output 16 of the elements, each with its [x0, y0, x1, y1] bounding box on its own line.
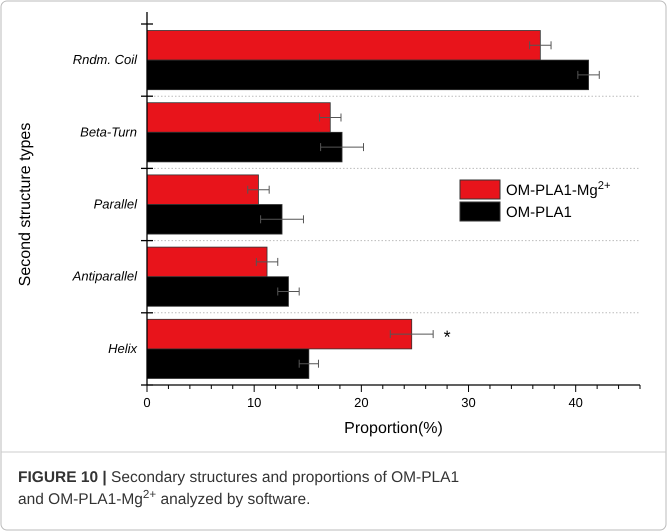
- x-tick-label: 0: [143, 395, 151, 410]
- y-tick-label: Rndm. Coil: [72, 52, 138, 68]
- y-axis-title: Second structure types: [17, 122, 34, 286]
- x-axis-title: Proportion(%): [344, 420, 443, 437]
- x-tick-label: 20: [354, 395, 369, 410]
- x-tick-label: 10: [246, 395, 262, 410]
- y-tick-label: Helix: [108, 340, 138, 356]
- legend-label: OM-PLA1-Mg$^{2+}$: [506, 180, 611, 199]
- legend-label: OM-PLA1: [506, 204, 572, 221]
- annotation: *: [444, 327, 451, 348]
- x-tick-label: 30: [461, 395, 476, 410]
- y-tick-label: Parallel: [94, 196, 138, 212]
- y-tick-label: Beta-Turn: [80, 124, 137, 140]
- y-tick-label: Antiparallel: [72, 268, 138, 284]
- caption: FIGURE 10 | Secondary structures and proportions of OM-PLA1 and OM-PLA1-Mg$^{2+}$ analyzed by software.: [18, 469, 460, 508]
- x-tick-label: 40: [568, 395, 583, 410]
